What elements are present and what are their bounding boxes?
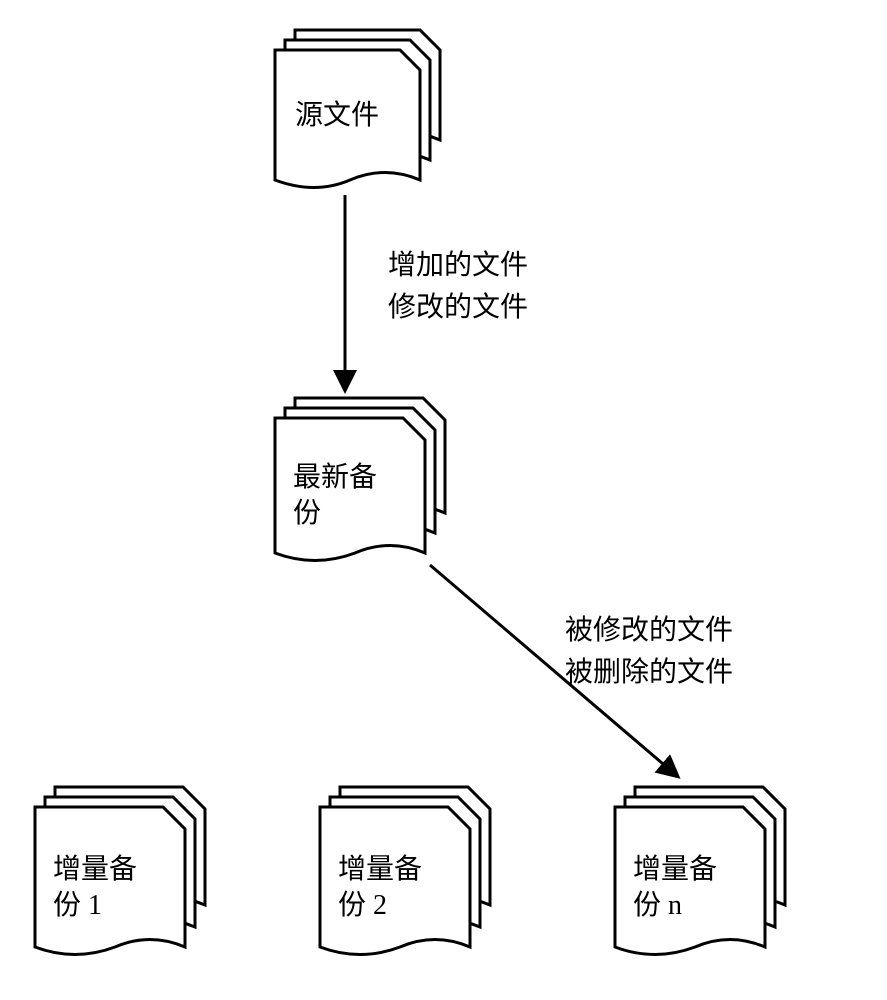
arrow-latest-to-incn [0,0,887,1000]
arrow2-label: 被修改的文件 被删除的文件 [565,610,733,694]
